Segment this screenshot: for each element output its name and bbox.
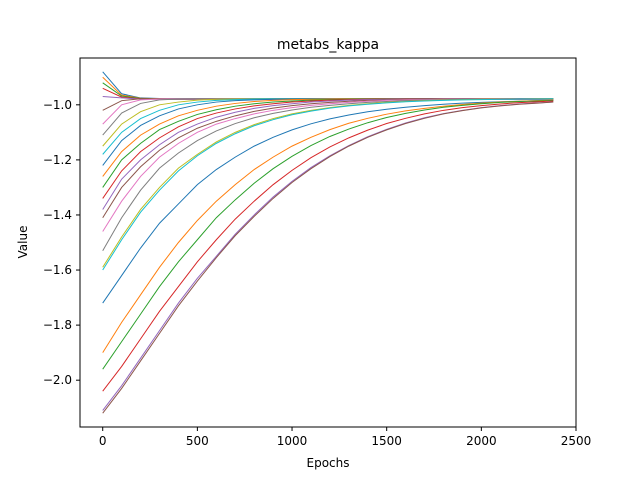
- chart-title: metabs_kappa: [277, 37, 379, 53]
- series-line-23: [102, 100, 554, 392]
- series-line-22: [102, 99, 554, 370]
- x-axis-label: Epochs: [307, 456, 350, 470]
- x-tick-label: 2000: [466, 434, 497, 448]
- y-tick-label: −1.4: [43, 208, 72, 222]
- x-tick-label: 2500: [561, 434, 592, 448]
- x-tick-label: 1500: [371, 434, 402, 448]
- series-line-19: [102, 98, 554, 271]
- plot-frame: [79, 57, 577, 428]
- series-line-25: [102, 101, 554, 414]
- y-tick-label: −2.0: [43, 373, 72, 387]
- x-tick-label: 1000: [277, 434, 308, 448]
- x-tick-label: 500: [186, 434, 209, 448]
- y-tick-label: −1.0: [43, 98, 72, 112]
- series-line-21: [102, 99, 554, 353]
- y-axis: −2.0 −1.8 −1.6 −1.4 −1.2 −1.0: [43, 98, 80, 387]
- y-tick-label: −1.8: [43, 318, 72, 332]
- x-axis: 0 500 1000 1500 2000 2500: [99, 427, 591, 448]
- series-group: [102, 71, 554, 414]
- y-axis-label: Value: [16, 226, 30, 259]
- series-line-20: [102, 99, 554, 304]
- y-tick-label: −1.6: [43, 263, 72, 277]
- x-tick-label: 0: [99, 434, 107, 448]
- y-tick-label: −1.2: [43, 153, 72, 167]
